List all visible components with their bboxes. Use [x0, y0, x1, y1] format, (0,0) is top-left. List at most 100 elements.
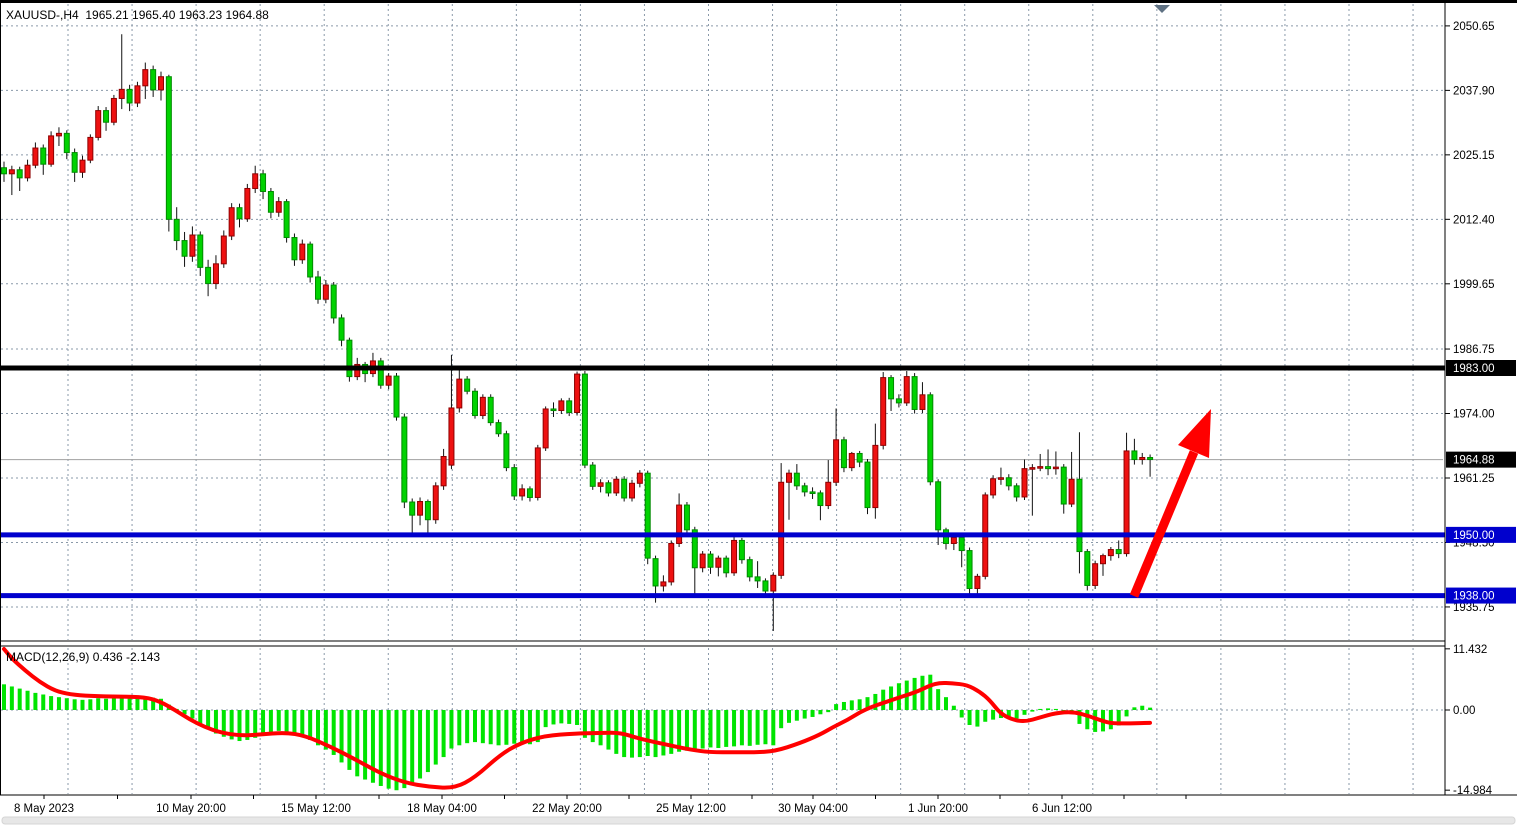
chart-title: XAUUSD-,H4 1965.21 1965.40 1963.23 1964.… [6, 8, 269, 22]
candle-bull [32, 147, 39, 166]
candle-bear [809, 491, 816, 494]
macd-histogram-bar [716, 710, 721, 748]
candle-bear [550, 408, 557, 412]
candle-bear [283, 201, 290, 239]
candle-bull [118, 88, 125, 99]
resistance-1983-badge-label: 1983.00 [1453, 363, 1495, 375]
candle-bull [142, 69, 149, 87]
macd-histogram-bar [802, 710, 807, 719]
macd-histogram-bar [857, 699, 862, 710]
candle-bear [126, 88, 133, 104]
trend-arrow-shaft[interactable] [1129, 450, 1199, 598]
candle-bear [958, 536, 965, 552]
price-axis: 2050.65 2037.90 2025.15 2012.40 1999.65 1986.… [0, 0, 1517, 797]
candle-bull [558, 400, 565, 411]
macd-histogram-bar [229, 710, 234, 740]
candle-bear [652, 558, 659, 587]
candle-bull [770, 574, 777, 592]
trend-arrow-head[interactable] [1178, 409, 1211, 458]
macd-histogram-bar [323, 710, 328, 750]
macd-histogram-bar [245, 710, 250, 740]
macd-histogram-bar [268, 710, 273, 733]
macd-histogram-bar [826, 710, 831, 713]
candle-bull [299, 243, 306, 261]
candle-bear [401, 416, 408, 503]
price-tick-label: 2050.65 [1453, 21, 1495, 33]
candle-bear [911, 376, 918, 410]
candle-bull [731, 539, 738, 574]
candle-bear [236, 207, 243, 220]
macd-histogram-bar [410, 710, 415, 784]
macd-histogram-bar [684, 710, 689, 751]
candle-bull [95, 110, 102, 138]
support-1950-badge-label: 1950.00 [1453, 530, 1495, 542]
candle-bear [205, 266, 212, 285]
time-tick-label: 8 May 2023 [14, 803, 74, 815]
candle-bull [778, 481, 785, 576]
candle-bear [1005, 477, 1012, 487]
macd-histogram-bar [457, 710, 462, 746]
candle-bear [738, 539, 745, 561]
macd-tick-label: 11.432 [1453, 644, 1487, 656]
macd-histogram-bar [441, 710, 446, 758]
macd-histogram-bar [80, 699, 85, 710]
candle-bear [377, 360, 384, 386]
macd-histogram-bar [378, 710, 383, 786]
macd-histogram-bar [606, 710, 611, 750]
candle-bull [903, 376, 910, 404]
macd-histogram-bar [567, 710, 572, 724]
macd-histogram-bar [394, 710, 399, 791]
macd-histogram-bar [810, 710, 815, 717]
candle-bear [424, 501, 431, 521]
candle-bull [456, 378, 463, 409]
macd-histogram-bar [936, 689, 941, 710]
time-tick-label: 6 Jun 12:00 [1032, 803, 1092, 815]
macd-histogram-bar [64, 698, 69, 710]
macd-layer [2, 647, 1153, 791]
price-tick-label: 1999.65 [1453, 279, 1495, 291]
candle-bull [660, 581, 667, 587]
price-tick-label: 1935.75 [1453, 602, 1495, 614]
candle-bull [715, 557, 722, 568]
candle-bear [1147, 457, 1154, 461]
time-tick-label: 1 Jun 20:00 [908, 803, 968, 815]
candle-bull [636, 472, 643, 484]
candle-bear [1, 167, 7, 175]
candle-bear [40, 147, 47, 165]
macd-histogram-bar [111, 697, 116, 710]
macd-histogram-bar [739, 710, 744, 746]
candle-bear [683, 504, 690, 531]
candle-bear [409, 501, 416, 516]
macd-histogram-bar [276, 710, 281, 731]
price-tick-label: 2037.90 [1453, 85, 1495, 97]
candle-bear [511, 467, 518, 497]
macd-histogram-bar [104, 698, 109, 710]
candle-bear [762, 580, 769, 592]
grid-layer [1, 4, 1443, 794]
time-tick-label: 10 May 20:00 [156, 803, 226, 815]
candle-bull [158, 76, 164, 91]
candle-bull [48, 135, 55, 165]
macd-histogram-bar [787, 710, 791, 723]
candle-bear [966, 550, 973, 589]
macd-histogram-bar [520, 710, 525, 744]
candle-bull [432, 485, 439, 521]
candle-bull [699, 553, 706, 569]
macd-histogram-bar [755, 710, 760, 745]
candle-bull [574, 373, 581, 414]
candle-bear [291, 237, 298, 261]
price-tick-label: 2025.15 [1453, 150, 1495, 162]
candle-bull [252, 173, 259, 189]
macd-histogram-bar [543, 710, 548, 728]
candle-bear [1013, 485, 1020, 498]
macd-histogram-bar [135, 698, 140, 710]
macd-histogram-bar [1053, 708, 1058, 710]
macd-histogram-bar [1038, 708, 1043, 710]
candle-bull [417, 501, 424, 516]
macd-histogram-bar [535, 710, 540, 743]
macd-histogram-bar [300, 710, 305, 737]
window-bottom-scroll-edge[interactable] [1, 816, 1516, 825]
macd-histogram-bar [920, 675, 925, 710]
candle-bear [707, 553, 714, 568]
